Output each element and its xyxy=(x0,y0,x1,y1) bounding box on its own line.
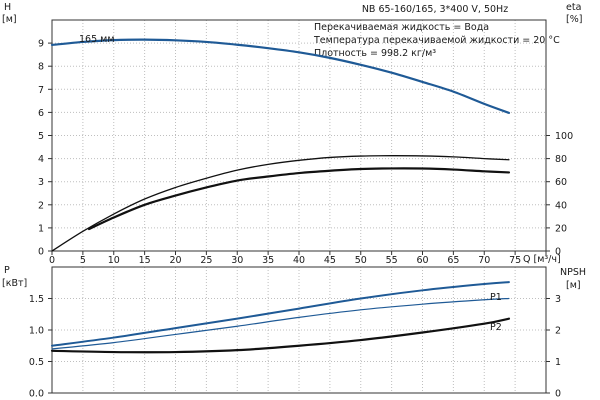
efficiency-tick-label: 40 xyxy=(555,200,567,211)
power-tick-label: 0.5 xyxy=(29,357,44,368)
power-axis-ticks: 0.0 0.5 1.0 1.5 xyxy=(29,294,52,400)
efficiency-axis-ticks: 0 20 40 60 80 100 xyxy=(546,131,573,258)
flow-tick-label: 60 xyxy=(416,255,428,266)
npsh-tick-label: 1 xyxy=(555,357,561,368)
efficiency-tick-label: 0 xyxy=(555,247,561,258)
power-tick-label: 0.0 xyxy=(29,389,44,400)
chart-title: NB 65-160/165, 3*400 V, 50Hz xyxy=(362,4,508,15)
flow-tick-label: 75 xyxy=(509,255,521,266)
npsh-axis-ticks: 0 1 2 3 xyxy=(546,294,561,400)
flow-tick-label: 45 xyxy=(324,255,336,266)
power-grid xyxy=(52,267,546,393)
power-curves xyxy=(50,281,511,354)
efficiency-tick-label: 20 xyxy=(555,223,567,234)
power-axis-unit: [кВт] xyxy=(2,278,27,289)
flow-tick-label: 30 xyxy=(231,255,243,266)
flow-tick-label: 35 xyxy=(262,255,274,266)
p1-curve-label: P1 xyxy=(490,292,502,303)
info-line-temperature: Температура перекачиваемой жидкости = 20… xyxy=(313,35,560,46)
efficiency-curve-thin xyxy=(51,155,510,252)
head-tick-label: 8 xyxy=(38,62,44,73)
flow-tick-label: 15 xyxy=(139,255,151,266)
efficiency-axis-unit: [%] xyxy=(566,14,582,25)
head-tick-label: 6 xyxy=(38,108,44,119)
power-npsh-chart: P [кВт] NPSH [м] 0.0 0.5 1.0 1.5 0 1 2 3 P1 P2 xyxy=(2,265,586,400)
efficiency-axis-label: eta xyxy=(566,2,581,13)
head-efficiency-curves xyxy=(50,38,511,252)
power-axis-label: P xyxy=(4,265,10,276)
flow-tick-label: 50 xyxy=(355,255,367,266)
head-grid xyxy=(52,20,546,251)
flow-tick-label: 5 xyxy=(80,255,86,266)
npsh-tick-label: 3 xyxy=(555,294,561,305)
efficiency-tick-label: 80 xyxy=(555,154,567,165)
power-curve-p2 xyxy=(50,317,511,354)
head-axis-unit: [м] xyxy=(2,14,17,25)
npsh-tick-label: 0 xyxy=(555,389,561,400)
flow-tick-label: 20 xyxy=(169,255,181,266)
info-line-liquid: Перекачиваемая жидкость = Вода xyxy=(314,22,489,33)
npsh-axis-unit: [м] xyxy=(566,280,581,291)
flow-tick-label: 10 xyxy=(108,255,120,266)
flow-axis-label: Q [м³/ч] xyxy=(523,254,561,265)
npsh-axis-label: NPSH xyxy=(560,267,586,278)
power-curve-thin xyxy=(51,297,510,350)
head-curve-165mm xyxy=(50,38,511,114)
impeller-diameter-label: 165 мм xyxy=(79,34,115,45)
power-tick-label: 1.5 xyxy=(29,294,44,305)
head-tick-label: 4 xyxy=(38,154,44,165)
head-tick-label: 9 xyxy=(38,39,44,50)
npsh-tick-label: 2 xyxy=(555,326,561,337)
head-tick-label: 1 xyxy=(38,223,44,234)
head-tick-label: 7 xyxy=(38,85,44,96)
head-tick-label: 3 xyxy=(38,177,44,188)
head-tick-label: 5 xyxy=(38,131,44,142)
flow-tick-label: 55 xyxy=(386,255,398,266)
head-tick-label: 2 xyxy=(38,200,44,211)
flow-tick-label: 0 xyxy=(49,255,55,266)
head-efficiency-chart: NB 65-160/165, 3*400 V, 50Hz Перекачивае… xyxy=(2,2,582,266)
flow-tick-label: 70 xyxy=(478,255,490,266)
p2-curve-label: P2 xyxy=(490,322,502,333)
efficiency-tick-label: 60 xyxy=(555,177,567,188)
efficiency-tick-label: 100 xyxy=(555,131,573,142)
power-curve-p1 xyxy=(51,281,510,347)
head-tick-label: 0 xyxy=(38,247,44,258)
info-line-density: Плотность = 998.2 кг/м³ xyxy=(314,48,436,59)
flow-tick-label: 65 xyxy=(447,255,459,266)
power-tick-label: 1.0 xyxy=(29,326,44,337)
head-axis-ticks: 0 1 2 3 4 5 6 7 8 9 xyxy=(38,39,52,258)
efficiency-curve-bold xyxy=(87,167,511,231)
flow-axis-ticks: 0 5 10 15 20 25 30 35 40 45 50 55 60 65 70 75 xyxy=(49,251,547,266)
flow-tick-label: 25 xyxy=(200,255,212,266)
flow-tick-label: 40 xyxy=(293,255,305,266)
head-axis-label: H xyxy=(4,2,11,13)
